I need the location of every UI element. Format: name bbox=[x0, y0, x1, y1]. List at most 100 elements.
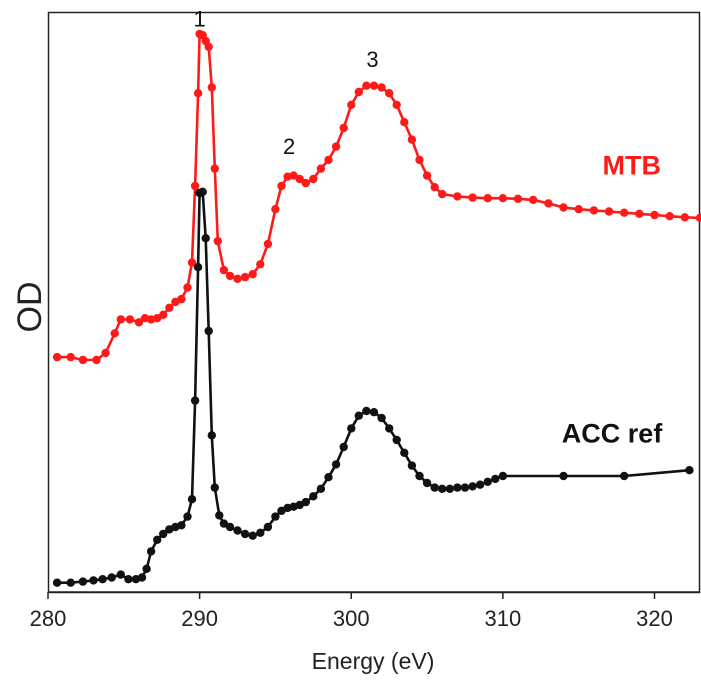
data-point bbox=[194, 263, 202, 271]
peak-label-3: 3 bbox=[366, 47, 378, 72]
data-point bbox=[211, 483, 219, 491]
data-point bbox=[108, 573, 116, 581]
data-point bbox=[377, 83, 385, 91]
data-point bbox=[438, 190, 446, 198]
data-point bbox=[423, 479, 431, 487]
data-point bbox=[385, 89, 393, 97]
data-point bbox=[377, 414, 385, 422]
data-point bbox=[620, 472, 628, 480]
data-point bbox=[385, 424, 393, 432]
data-point bbox=[370, 408, 378, 416]
data-point bbox=[67, 353, 75, 361]
data-point bbox=[484, 478, 492, 486]
series-line-acc-ref bbox=[57, 192, 689, 583]
x-tick-label: 310 bbox=[485, 606, 522, 631]
plot-frame bbox=[49, 13, 700, 593]
x-tick-label: 280 bbox=[30, 606, 67, 631]
data-point bbox=[177, 521, 185, 529]
data-point bbox=[415, 156, 423, 164]
data-point bbox=[400, 118, 408, 126]
data-point bbox=[177, 295, 185, 303]
data-point bbox=[468, 193, 476, 201]
data-point bbox=[355, 412, 363, 420]
data-point bbox=[194, 89, 202, 97]
data-point bbox=[205, 327, 213, 335]
x-axis-tick-labels: 280 290 300 310 320 bbox=[30, 606, 673, 631]
data-point bbox=[126, 315, 134, 323]
data-point bbox=[205, 43, 213, 51]
data-point bbox=[208, 431, 216, 439]
data-point bbox=[264, 240, 272, 248]
data-point bbox=[324, 156, 332, 164]
data-point bbox=[208, 83, 216, 91]
data-point bbox=[226, 272, 234, 280]
x-tick-label: 300 bbox=[333, 606, 370, 631]
data-point bbox=[159, 311, 167, 319]
x-tick-label: 290 bbox=[181, 606, 218, 631]
data-point bbox=[491, 475, 499, 483]
data-point bbox=[468, 482, 476, 490]
data-point bbox=[431, 483, 439, 491]
data-point bbox=[226, 523, 234, 531]
data-point bbox=[544, 199, 552, 207]
data-point bbox=[241, 273, 249, 281]
data-point bbox=[347, 424, 355, 432]
data-point bbox=[575, 205, 583, 213]
series-layer bbox=[53, 30, 701, 587]
data-point bbox=[142, 565, 150, 573]
data-point bbox=[264, 523, 272, 531]
data-point bbox=[191, 182, 199, 190]
data-point bbox=[111, 329, 119, 337]
data-point bbox=[67, 579, 75, 587]
data-point bbox=[302, 498, 310, 506]
data-point bbox=[666, 212, 674, 220]
series-mtb bbox=[53, 30, 701, 364]
data-point bbox=[117, 570, 125, 578]
data-point bbox=[124, 575, 132, 583]
data-point bbox=[476, 481, 484, 489]
data-point bbox=[681, 213, 689, 221]
data-point bbox=[317, 164, 325, 172]
data-point bbox=[370, 82, 378, 90]
series-acc-ref bbox=[53, 188, 694, 587]
y-axis-title: OD bbox=[11, 282, 49, 333]
series-line-mtb bbox=[57, 34, 700, 360]
data-point bbox=[309, 175, 317, 183]
data-point bbox=[165, 304, 173, 312]
data-point bbox=[453, 483, 461, 491]
data-point bbox=[362, 407, 370, 415]
peak-label-1: 1 bbox=[194, 7, 206, 32]
data-point bbox=[347, 101, 355, 109]
x-tick-label: 320 bbox=[636, 606, 673, 631]
data-point bbox=[183, 283, 191, 291]
data-point bbox=[214, 237, 222, 245]
data-point bbox=[317, 485, 325, 493]
data-point bbox=[605, 207, 613, 215]
data-point bbox=[138, 573, 146, 581]
data-point bbox=[309, 492, 317, 500]
annotation-layer: 1 2 3 MTB ACC ref bbox=[194, 7, 664, 449]
series-label-mtb: MTB bbox=[603, 150, 661, 180]
data-point bbox=[340, 124, 348, 132]
data-point bbox=[438, 485, 446, 493]
data-point bbox=[499, 472, 507, 480]
data-point bbox=[215, 511, 223, 519]
data-point bbox=[271, 512, 279, 520]
data-point bbox=[249, 532, 257, 540]
data-point bbox=[98, 575, 106, 583]
data-point bbox=[499, 194, 507, 202]
data-point bbox=[101, 349, 109, 357]
data-point bbox=[408, 135, 416, 143]
data-point bbox=[650, 211, 658, 219]
data-point bbox=[53, 579, 61, 587]
data-point bbox=[211, 164, 219, 172]
data-point bbox=[202, 234, 210, 242]
data-point bbox=[199, 188, 207, 196]
data-point bbox=[324, 473, 332, 481]
data-point bbox=[393, 436, 401, 444]
data-point bbox=[400, 449, 408, 457]
data-point bbox=[559, 472, 567, 480]
data-point bbox=[484, 194, 492, 202]
data-point bbox=[620, 209, 628, 217]
